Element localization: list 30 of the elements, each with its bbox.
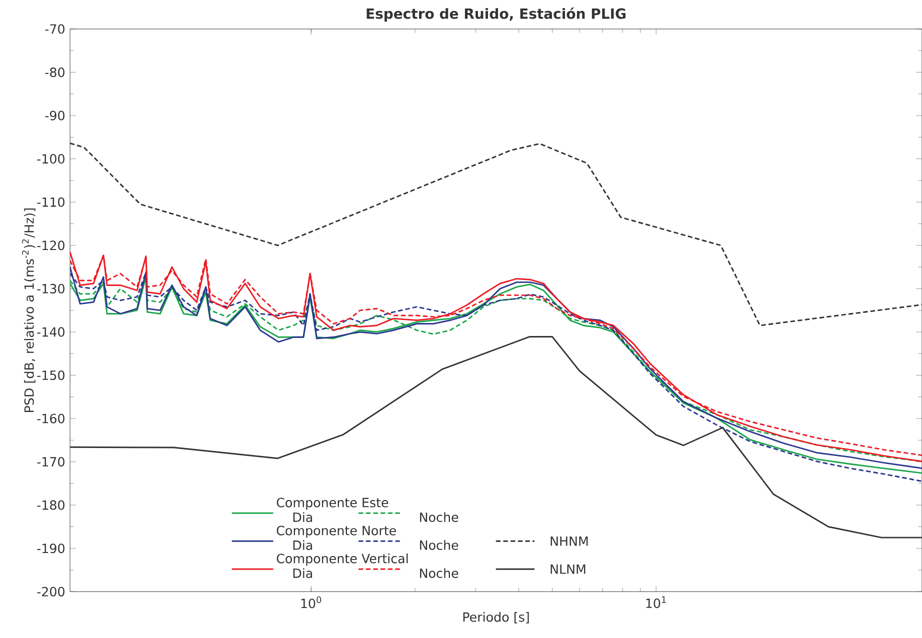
y-tick-label: -80 (45, 68, 64, 78)
x-tick-label: 10$^{1}$ (646, 596, 666, 608)
y-tick-label: -110 (37, 197, 64, 208)
legend-label: Dia (293, 512, 312, 522)
y-tick-label: -170 (37, 457, 64, 467)
y-tick-label: -150 (37, 370, 64, 380)
y-axis-title: PSD [dB, relativo a 1(ms$^{-2}$)$^{2}$/Hz)] (22, 208, 36, 412)
legend-label: NLNM (550, 564, 586, 574)
y-tick-label: -100 (37, 154, 64, 164)
legend-label: Noche (420, 512, 458, 522)
y-tick-label: -140 (37, 327, 64, 337)
y-tick-label: -190 (37, 544, 64, 554)
y-tick-label: -180 (37, 500, 64, 510)
annotation: Componente Este (276, 498, 388, 510)
y-tick-label: -90 (45, 110, 64, 121)
y-tick-label: -130 (37, 284, 64, 294)
x-axis-title: Periodo [s] (463, 612, 529, 624)
legend-label: Noche (420, 568, 458, 578)
legend-label: Dia (293, 568, 312, 578)
x-tick-label: 10$^{0}$ (301, 596, 322, 608)
y-tick-label: -160 (37, 414, 64, 424)
legend-label: Dia (293, 540, 312, 550)
annotation: Componente Vertical (276, 554, 408, 566)
annotation: Componente Norte (276, 526, 396, 538)
chart-title: Espectro de Ruido, Estación PLIG (366, 8, 626, 22)
legend-label: Noche (420, 540, 458, 550)
y-tick-label: -120 (37, 240, 64, 250)
legend-label: NHNM (550, 536, 588, 546)
y-tick-label: -200 (37, 587, 64, 597)
y-tick-label: -70 (45, 24, 64, 34)
